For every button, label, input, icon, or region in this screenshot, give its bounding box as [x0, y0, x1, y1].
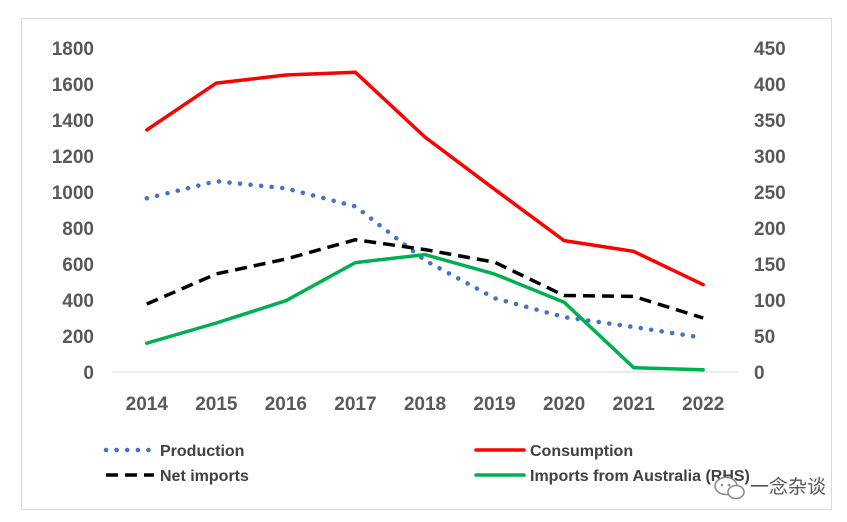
right-tick-label: 350	[754, 111, 786, 132]
right-tick-label: 0	[754, 363, 765, 384]
x-tick-label: 2017	[334, 394, 376, 415]
left-tick-label: 1000	[52, 183, 94, 204]
chart-frame	[21, 18, 832, 510]
x-tick-label: 2019	[473, 394, 515, 415]
x-tick-label: 2020	[543, 394, 585, 415]
x-tick-label: 2015	[195, 394, 238, 415]
legend-label-net-imports: Net imports	[160, 468, 249, 485]
series-line-consumption	[145, 70, 705, 287]
x-tick-label: 2018	[404, 394, 446, 415]
legend-label-imports-from-australia-rhs: Imports from Australia (RHS)	[530, 468, 750, 485]
left-tick-label: 200	[62, 327, 94, 348]
left-tick-label: 600	[62, 255, 94, 276]
left-tick-label: 1600	[52, 75, 94, 96]
series-line-imports-from-australia-rhs	[145, 252, 705, 372]
right-tick-label: 300	[754, 147, 786, 168]
left-tick-label: 400	[62, 291, 94, 312]
right-tick-label: 400	[754, 75, 786, 96]
x-tick-label: 2016	[265, 394, 307, 415]
right-tick-label: 150	[754, 255, 786, 276]
legend: Production Consumption Net imports Imports …	[103, 443, 750, 485]
right-tick-label: 200	[754, 219, 786, 240]
series-line-net-imports	[146, 237, 704, 320]
left-tick-label: 800	[62, 219, 94, 240]
legend-label-consumption: Consumption	[530, 443, 633, 460]
right-tick-label: 450	[754, 39, 786, 60]
left-tick-label: 1200	[52, 147, 94, 168]
right-tick-label: 50	[754, 327, 775, 348]
chat-icon	[714, 476, 745, 500]
right-tick-label: 100	[754, 291, 786, 312]
series-line-production	[144, 178, 706, 341]
x-axis-ticks: 2014 2015 2016 2017 2018 2019 2020 2021 2022	[126, 394, 725, 415]
x-tick-label: 2022	[682, 394, 724, 415]
left-tick-label: 1800	[52, 39, 94, 60]
watermark: 一念杂谈	[714, 475, 826, 500]
series-layer	[144, 70, 706, 372]
watermark-text: 一念杂谈	[750, 475, 826, 498]
left-tick-label: 1400	[52, 111, 94, 132]
legend-label-production: Production	[160, 443, 244, 460]
right-axis-ticks: 450 400 350 300 250 200 150 100 50 0	[754, 39, 786, 384]
left-tick-label: 0	[83, 363, 94, 384]
left-axis-ticks: 1800 1600 1400 1200 1000 800 600 400 200 0	[52, 39, 94, 384]
right-tick-label: 250	[754, 183, 786, 204]
x-tick-label: 2014	[126, 394, 169, 415]
x-tick-label: 2021	[613, 394, 656, 415]
